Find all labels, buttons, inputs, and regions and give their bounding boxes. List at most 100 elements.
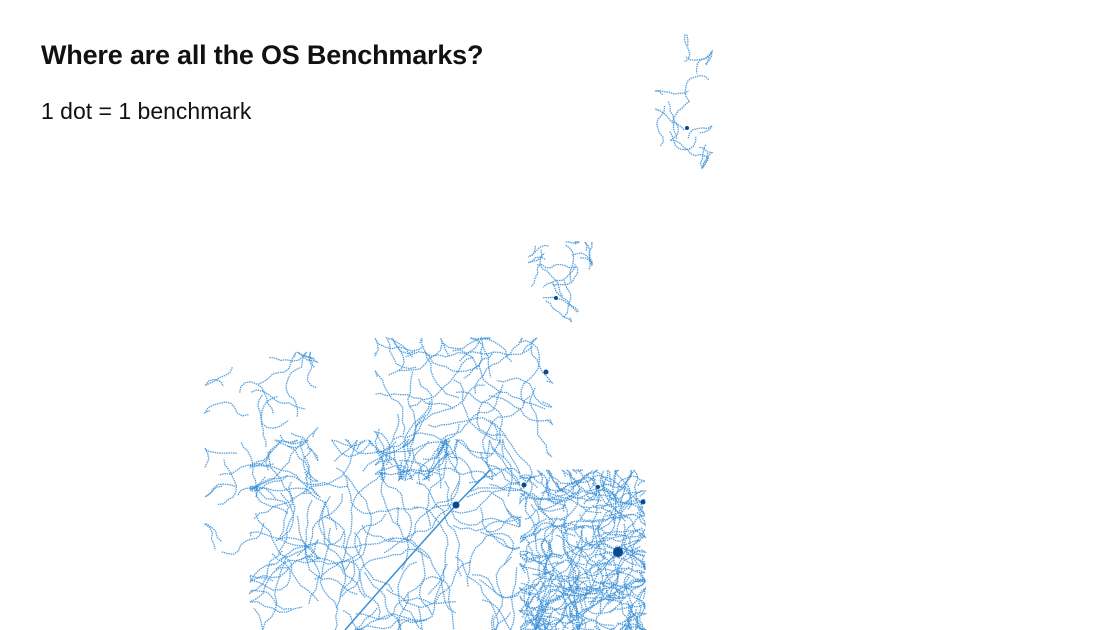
benchmark-dot-line [367,439,401,527]
benchmark-dot-line [318,501,394,549]
benchmark-dot-line [555,594,595,630]
benchmark-dot-line [699,143,709,170]
benchmark-dot-line [302,448,319,482]
benchmark-dot-line [441,390,502,441]
benchmark-dot-line [519,561,565,574]
benchmark-dot-line [486,439,513,497]
benchmark-dot-line [551,281,578,313]
benchmark-dot-line [413,506,449,595]
benchmark-dot-line [436,460,494,482]
benchmark-dot-line [552,263,579,286]
benchmark-dot-line [304,500,321,604]
benchmark-dot-line [589,566,631,606]
benchmark-dot-line [566,469,602,502]
benchmark-dot-line [592,469,620,509]
benchmark-dot-line [477,438,521,482]
benchmark-dot-line [218,450,272,476]
benchmark-dot-line [548,529,583,557]
benchmark-dot-line [587,521,607,572]
benchmark-dot-line [476,384,506,437]
benchmark-dot-line [306,351,317,389]
benchmark-dot-line [458,336,484,379]
benchmark-dot-line [584,241,591,271]
benchmark-dot-line [531,522,585,536]
benchmark-dot-line [386,561,472,609]
benchmark-dot-line [695,51,713,74]
benchmark-dot-line [373,430,393,466]
benchmark-dot-line [518,574,554,596]
benchmark-dot-line [418,438,447,489]
benchmark-dot-line [540,517,555,571]
benchmark-dot-line [556,559,607,577]
benchmark-dot-line [547,469,567,493]
benchmark-dot-line [248,474,313,494]
benchmark-dot-line [544,596,583,630]
dense-cluster-dot [554,296,558,300]
benchmark-dot-line [519,503,540,543]
benchmark-dot-line [249,531,345,547]
benchmark-dot-line [590,506,616,550]
benchmark-dot-line [482,395,531,455]
benchmark-dot-line [563,280,572,318]
benchmark-dot-line [599,535,646,558]
benchmark-dot-line [527,244,549,258]
benchmark-dot-line [249,567,303,613]
benchmark-dot-line [239,380,275,415]
benchmark-dot-line [444,480,521,528]
benchmark-dot-line [374,413,400,466]
benchmark-dot-line [565,244,575,282]
benchmark-dot-line [249,475,319,500]
benchmark-dot-line [556,474,611,493]
benchmark-dot-line [321,495,347,598]
benchmark-dot-line [217,458,238,506]
benchmark-dot-line [540,580,588,611]
benchmark-dot-line [354,513,394,592]
benchmark-dot-line [296,515,358,596]
benchmark-dot-line [544,468,581,486]
benchmark-dot-line [204,367,233,387]
benchmark-dot-line [591,482,600,539]
benchmark-dot-line [576,541,622,568]
benchmark-dot-line [204,447,237,469]
map-title: Where are all the OS Benchmarks? [41,40,484,70]
benchmark-dot-line [562,596,604,630]
benchmark-dot-line [566,551,600,591]
benchmark-dot-line [519,475,536,508]
benchmark-dot-line [579,548,612,598]
benchmark-dot-line [543,296,580,312]
benchmark-dot-line [528,488,582,503]
benchmark-dot-line [336,467,419,515]
benchmark-dot-line [610,507,646,527]
benchmark-dot-line [299,438,310,495]
benchmark-dot-line [571,468,599,503]
benchmark-dot-line [456,391,504,445]
benchmark-dot-line [342,609,424,630]
benchmark-dot-line [609,504,647,539]
benchmark-dot-line [414,384,485,427]
benchmark-dot-line [567,596,615,630]
benchmark-dot-line [488,419,533,481]
benchmark-dot-line [545,469,594,497]
benchmark-dot-line [574,507,600,547]
benchmark-dot-line [547,486,569,533]
benchmark-dot-line [257,351,297,385]
benchmark-dot-line [519,603,550,630]
benchmark-dot-line [425,438,449,527]
benchmark-dot-line [531,605,587,618]
benchmark-dot-line [628,602,646,630]
benchmark-dot-line [555,481,598,502]
benchmark-dot-line [472,574,521,599]
benchmark-dot-line [555,534,580,584]
benchmark-dot-line [249,557,320,583]
benchmark-dot-line [698,146,714,169]
benchmark-dot-line [525,596,549,630]
benchmark-dot-line [319,527,339,630]
benchmark-dot-line [587,598,645,608]
benchmark-dot-line [594,528,641,559]
benchmark-dot-line [545,565,575,617]
benchmark-dot-line [602,567,646,577]
dense-cluster-dot [685,126,689,130]
benchmark-dot-line [519,492,537,539]
benchmark-dot-line [536,263,575,269]
benchmark-dots [203,34,714,630]
